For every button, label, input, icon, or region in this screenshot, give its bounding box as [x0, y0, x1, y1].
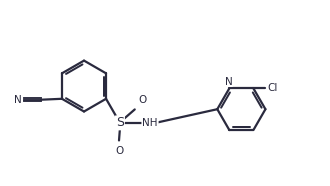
Text: N: N [224, 76, 232, 86]
Text: O: O [139, 95, 147, 105]
Text: N: N [15, 95, 22, 105]
Text: O: O [115, 145, 123, 155]
Text: S: S [116, 116, 124, 129]
Text: Cl: Cl [267, 83, 278, 93]
Text: NH: NH [142, 118, 158, 128]
